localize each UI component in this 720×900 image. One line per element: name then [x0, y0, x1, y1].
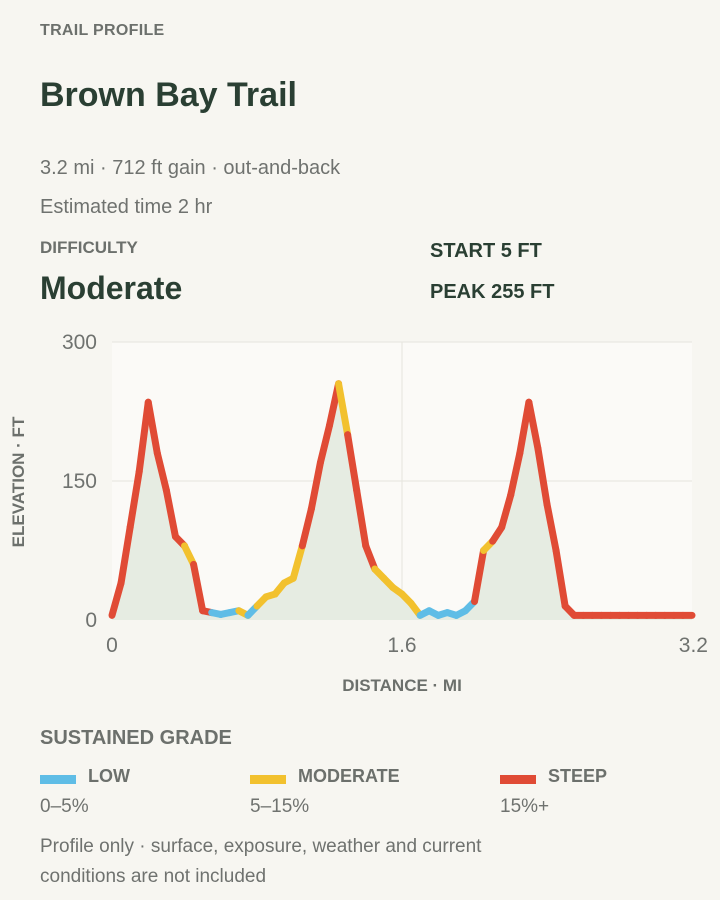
- trail-title: Brown Bay Trail: [40, 76, 297, 114]
- difficulty-value: Moderate: [40, 270, 183, 306]
- profile-segment-steep: [534, 445, 551, 508]
- disclaimer-note: Profile only · surface, exposure, weathe…: [40, 836, 482, 887]
- profile-segment-steep: [126, 468, 143, 531]
- legend-name-moderate: MODERATE: [298, 766, 400, 786]
- profile-segment-steep: [117, 523, 134, 587]
- profile-segment-moderate: [335, 380, 352, 439]
- profile-segment-steep: [507, 449, 524, 499]
- profile-segment-steep: [362, 542, 379, 573]
- profile-segment-steep: [353, 486, 370, 550]
- start-elevation: START 5 FT: [430, 240, 542, 262]
- profile-segment-steep: [307, 458, 324, 513]
- x-axis-label: DISTANCE · MI: [342, 676, 462, 695]
- legend-range-low: 0–5%: [40, 796, 89, 817]
- profile-segment-steep: [498, 491, 515, 531]
- profile-segment-steep: [135, 398, 152, 476]
- profile-segment-steep: [552, 547, 569, 610]
- profile-segment-steep: [162, 486, 179, 541]
- legend-range-steep: 15%+: [500, 796, 550, 817]
- legend-name-low: LOW: [88, 766, 130, 786]
- profile-segment-moderate: [289, 542, 306, 582]
- profile-segment-steep: [190, 560, 207, 615]
- profile-segment-steep: [144, 398, 161, 457]
- y-tick-label: 150: [62, 470, 97, 493]
- x-tick-label: 3.2: [679, 634, 708, 657]
- trail-summary: 3.2 mi · 712 ft gain · out-and-back: [40, 157, 341, 179]
- profile-segment-steep: [316, 421, 333, 466]
- profile-segment-steep: [471, 547, 488, 605]
- legend-name-steep: STEEP: [548, 766, 608, 786]
- profile-segment-steep: [543, 500, 560, 554]
- profile-segment-steep: [344, 431, 361, 494]
- legend-title: SUSTAINED GRADE: [40, 727, 232, 749]
- y-axis-label: ELEVATION · FT: [9, 416, 28, 547]
- profile-segment-steep: [525, 398, 542, 453]
- difficulty-label: DIFFICULTY: [40, 238, 138, 257]
- peak-elevation: PEAK 255 FT: [430, 281, 555, 303]
- legend-swatch-moderate: [250, 775, 286, 784]
- profile-segment-steep: [108, 579, 125, 619]
- x-tick-label: 0: [106, 634, 118, 657]
- profile-segment-steep: [153, 449, 170, 494]
- elevation-area: [112, 383, 692, 620]
- elevation-chart: 300 150 00 1.6 3.2 DISTANCE · MI ELEVATION · F…: [9, 331, 708, 695]
- x-tick-label: 1.6: [387, 634, 416, 657]
- y-tick-label: 300: [62, 331, 97, 354]
- profile-segment-steep: [298, 505, 315, 550]
- legend-swatch-low: [40, 775, 76, 784]
- legend-range-moderate: 5–15%: [250, 796, 310, 817]
- time-estimate: Estimated time 2 hr: [40, 196, 213, 218]
- legend-swatch-steep: [500, 775, 536, 784]
- eyebrow-label: TRAIL PROFILE: [40, 22, 165, 39]
- y-tick-label: 0: [85, 609, 97, 632]
